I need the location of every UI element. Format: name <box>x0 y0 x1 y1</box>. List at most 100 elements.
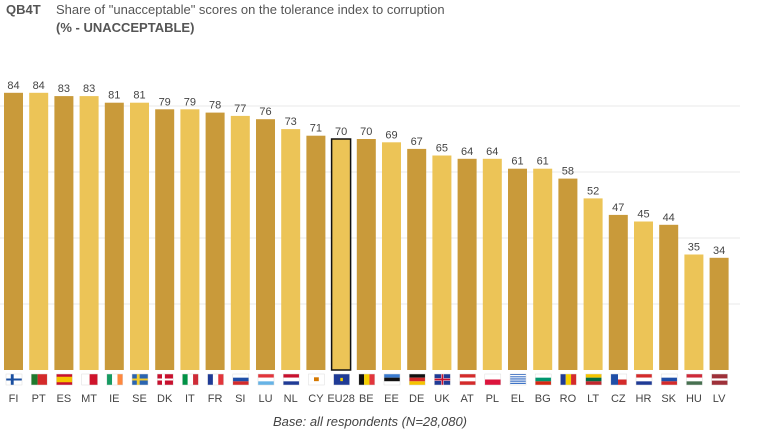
flag-dk-icon <box>156 373 174 386</box>
value-label-uk: 65 <box>436 143 448 155</box>
bar-lu <box>256 119 275 370</box>
flag-be-icon <box>358 373 376 386</box>
bar-el <box>508 168 527 370</box>
value-label-ie: 81 <box>108 90 120 102</box>
question-code: QB4T <box>6 2 41 17</box>
category-label-uk: UK <box>434 393 450 405</box>
category-label-lu: LU <box>258 393 272 405</box>
bar-ee <box>382 142 401 370</box>
value-label-lv: 34 <box>713 245 725 257</box>
flag-it-icon <box>182 373 199 386</box>
category-label-cy: CY <box>308 393 324 405</box>
value-label-pt: 84 <box>33 80 45 92</box>
flag-fi-icon <box>5 373 23 386</box>
bar-nl <box>281 129 301 370</box>
flag-uk-icon <box>434 373 451 386</box>
bar-lv <box>709 257 729 370</box>
flag-mt-icon <box>81 373 98 386</box>
flag-bg-icon <box>534 373 552 386</box>
bar-at <box>457 158 477 370</box>
flag-ie-icon <box>106 373 124 386</box>
value-label-lt: 52 <box>587 185 599 197</box>
category-label-hr: HR <box>636 393 652 405</box>
value-label-be: 70 <box>360 126 372 138</box>
bar-eu28 <box>330 138 352 371</box>
bar-si <box>230 115 250 371</box>
value-label-nl: 73 <box>285 116 297 128</box>
category-label-nl: NL <box>284 393 298 405</box>
flag-lv-icon <box>711 373 728 386</box>
chart-title: Share of "unacceptable" scores on the to… <box>56 2 445 17</box>
bar-lt <box>583 198 603 370</box>
flag-nl-icon <box>282 373 300 386</box>
flag-ee-icon <box>383 373 401 386</box>
bar-fr <box>205 112 225 370</box>
category-label-pl: PL <box>486 393 499 405</box>
bar-cy <box>306 135 326 370</box>
category-label-si: SI <box>235 393 245 405</box>
category-label-mt: MT <box>81 393 97 405</box>
flag-pt-icon <box>30 373 48 386</box>
flag-si-icon <box>232 373 250 386</box>
category-label-lt: LT <box>587 393 599 405</box>
category-label-hu: HU <box>686 393 702 405</box>
bar-sk <box>659 224 679 370</box>
bar-de <box>407 148 427 370</box>
value-label-se: 81 <box>133 90 145 102</box>
value-label-dk: 79 <box>159 96 171 108</box>
flag-lt-icon <box>585 373 602 386</box>
category-label-el: EL <box>511 393 524 405</box>
category-label-cz: CZ <box>611 393 626 405</box>
flag-sk-icon <box>660 373 678 386</box>
category-label-bg: BG <box>535 393 551 405</box>
category-label-eu28: EU28 <box>327 393 355 405</box>
bar-hr <box>634 221 653 370</box>
value-label-mt: 83 <box>83 83 95 95</box>
flag-fr-icon <box>207 373 224 386</box>
value-label-fi: 84 <box>7 80 19 92</box>
category-label-sk: SK <box>661 393 676 405</box>
category-label-se: SE <box>132 393 147 405</box>
bar-dk <box>155 109 175 371</box>
flag-el-icon <box>509 373 527 386</box>
bar-ie <box>104 102 124 370</box>
category-label-de: DE <box>409 393 424 405</box>
category-label-pt: PT <box>32 393 46 405</box>
bar-bg <box>533 168 553 370</box>
bar-pl <box>482 158 502 370</box>
category-label-es: ES <box>57 393 72 405</box>
value-label-ee: 69 <box>385 129 397 141</box>
bar-es <box>54 96 74 370</box>
value-label-si: 77 <box>234 103 246 115</box>
flag-at-icon <box>459 373 476 386</box>
value-label-hu: 35 <box>688 242 700 254</box>
value-label-pl: 64 <box>486 146 498 158</box>
chart-subtitle: (% - UNACCEPTABLE) <box>56 20 195 35</box>
value-label-ro: 58 <box>562 166 574 178</box>
bar-mt <box>79 96 99 370</box>
bar-fi <box>4 92 23 371</box>
value-label-sk: 44 <box>663 212 675 224</box>
flag-hr-icon <box>635 373 653 386</box>
category-label-it: IT <box>185 393 195 405</box>
flag-de-icon <box>408 373 426 386</box>
value-label-eu28: 70 <box>335 126 347 138</box>
bar-ro <box>558 178 578 370</box>
bar-hu <box>684 254 704 370</box>
bar-cz <box>608 214 628 370</box>
flag-cz-icon <box>610 373 628 386</box>
category-label-ro: RO <box>560 393 577 405</box>
value-label-at: 64 <box>461 146 473 158</box>
bar-pt <box>29 92 49 371</box>
value-label-hr: 45 <box>637 209 649 221</box>
category-label-lv: LV <box>713 393 726 405</box>
flag-pl-icon <box>484 373 502 386</box>
value-label-fr: 78 <box>209 100 221 112</box>
value-label-el: 61 <box>511 156 523 168</box>
category-label-fi: FI <box>9 393 19 405</box>
bar-be <box>356 139 376 370</box>
flag-es-icon <box>56 373 73 386</box>
category-label-at: AT <box>460 393 474 405</box>
flag-ro-icon <box>560 373 577 386</box>
